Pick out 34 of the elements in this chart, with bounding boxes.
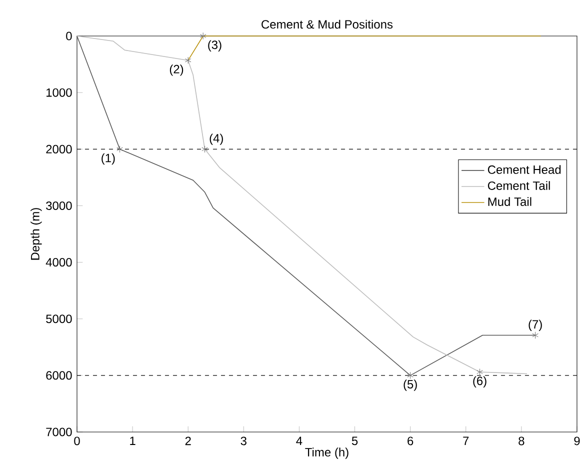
x-tick-label: 2 [185, 436, 191, 446]
x-tick-label: 6 [408, 436, 414, 446]
x-axis-title: Time (h) [305, 448, 348, 459]
x-tick-label: 3 [240, 436, 246, 446]
annotation: (3) [208, 40, 222, 52]
y-tick-label: 5000 [46, 314, 72, 324]
annotation: (5) [404, 380, 417, 391]
y-tick-label: 6000 [46, 371, 72, 380]
y-axis-title: Depth (m) [30, 208, 42, 260]
y-tick-label: 2000 [46, 144, 72, 154]
x-tick-label: 0 [74, 436, 80, 446]
point [532, 332, 538, 339]
y-tick-label: 0 [66, 32, 72, 40]
x-tick-label: 4 [296, 436, 302, 445]
annotation: (1) [102, 153, 115, 165]
y-tick-label: 3000 [46, 201, 72, 210]
x-tick-label: 8 [518, 436, 524, 446]
x-tick-label: 1 [130, 436, 136, 445]
legend-label: Cement Head [488, 165, 561, 174]
annotation: (7) [528, 320, 542, 331]
legend-label: Cement Tail [488, 181, 550, 190]
x-tick-label: 5 [352, 436, 358, 446]
legend-label: Mud Tail [488, 197, 532, 206]
x-tick-label: 9 [574, 436, 580, 446]
point [407, 372, 414, 380]
y-tick-label: 7000 [46, 428, 72, 436]
y-tick-label: 4000 [46, 258, 72, 267]
chart-title: Cement & Mud Positions [262, 20, 393, 29]
x-tick-label: 7 [463, 436, 469, 445]
annotation: (4) [210, 134, 223, 145]
point [116, 146, 123, 153]
y-tick-label: 1000 [46, 88, 72, 97]
annotation: (6) [473, 376, 486, 388]
annotation: (2) [170, 64, 184, 76]
